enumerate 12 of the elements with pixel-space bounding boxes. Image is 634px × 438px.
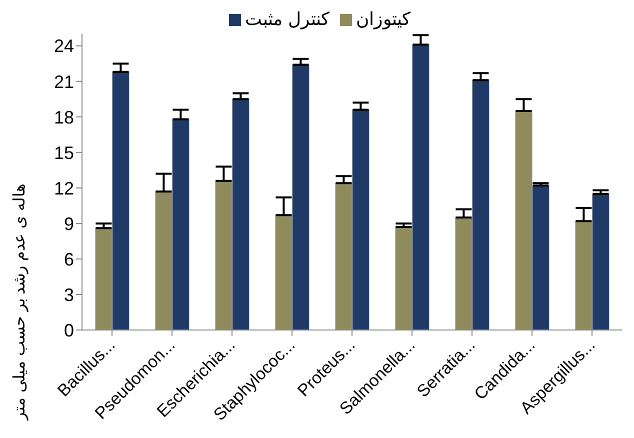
y-tick-label: 24 (54, 36, 74, 56)
y-tick-label: 21 (54, 72, 74, 92)
y-tick-label: 9 (64, 214, 74, 234)
y-tick-label: 18 (54, 107, 74, 128)
y-axis-title: هاله ی عدم رشد بر حسب میلی متر (12, 184, 29, 422)
y-tick-label: 0 (64, 320, 74, 340)
y-tick-label: 12 (54, 178, 74, 198)
y-tick-label: 3 (64, 284, 74, 305)
y-tick-label: 6 (64, 249, 74, 270)
legend-label: کیتوزان (356, 9, 411, 29)
y-tick-label: 15 (54, 142, 74, 163)
legend-label: کنترل مثبت (244, 9, 330, 29)
